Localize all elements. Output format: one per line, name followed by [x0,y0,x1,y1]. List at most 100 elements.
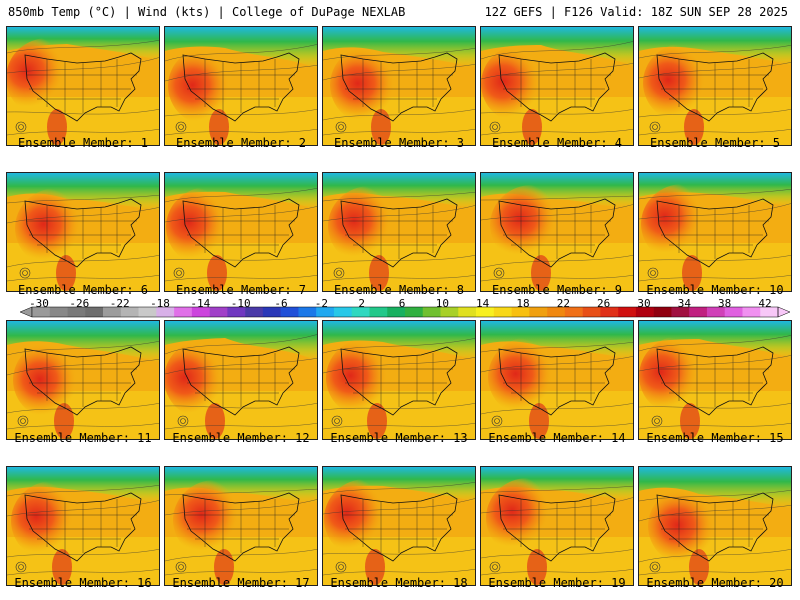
state-borders [185,59,295,115]
colorbar-tick-label: 26 [597,297,611,310]
heat-dome [11,481,95,561]
colorbar-swatch [653,307,672,317]
colorbar-swatch [440,307,459,317]
northern-cool-band [481,173,633,208]
ensemble-member-label: Ensemble Member: 16 [14,576,152,590]
state-borders [659,353,769,409]
heat-dome [328,186,412,266]
coastline [340,346,458,416]
colorbar-swatch [387,307,406,317]
colorbar-swatch [742,307,761,317]
state-borders [27,59,137,115]
ensemble-member-label: Ensemble Member: 2 [175,136,307,150]
colorbar-swatch [67,307,86,317]
heat-dome [7,38,90,118]
ensemble-map-19 [480,466,634,586]
heat-dome [165,339,248,419]
ensemble-map-6 [6,172,160,292]
heat-dome [13,340,97,420]
state-borders [659,499,769,555]
heat-dome [326,338,410,418]
ensemble-map-4 [480,26,634,146]
coastline [182,198,300,268]
colorbar-swatch [32,307,51,317]
state-borders [343,499,453,555]
colorbar-tick-label: -30 [29,297,49,310]
state-borders [27,499,137,555]
contours [639,188,791,282]
colorbar-tick-label: -10 [230,297,251,310]
ensemble-member-label: Ensemble Member: 7 [175,283,307,297]
heat-dome [168,46,252,126]
colorbar-swatch [316,307,335,317]
colorbar-tick-label: -22 [109,297,130,310]
ensemble-map-13 [322,320,476,440]
state-borders [659,59,769,115]
contours [165,488,317,576]
coastline [656,346,774,416]
colorbar-swatch [369,307,388,317]
ensemble-map-17 [164,466,318,586]
northern-cool-band [639,321,791,359]
contours [323,482,475,576]
northern-cool-band [481,27,633,67]
coastline [182,346,300,416]
northern-cool-band [165,467,317,503]
state-borders [185,353,295,409]
coastline [498,52,616,122]
ensemble-map-9 [480,172,634,292]
colorbar-swatch [671,307,690,317]
colorbar-tick-label: 10 [435,297,449,310]
colorbar-swatch [174,307,193,317]
colorbar-swatch [280,307,299,317]
heat-dome [166,187,250,267]
ensemble-map-1 [6,26,160,146]
state-borders [501,353,611,409]
state-borders [343,353,453,409]
contours [323,338,475,430]
heat-dome [641,184,725,264]
ensemble-map-5 [638,26,792,146]
colorbar-swatch [476,307,495,317]
ensemble-member-label: Ensemble Member: 15 [646,431,784,445]
colorbar-swatch [706,307,726,317]
contours [639,490,791,576]
northern-cool-band [7,173,159,211]
coastline [24,52,142,122]
coastline [24,346,142,416]
colorbar-swatch [262,307,281,317]
colorbar-swatch [209,307,228,317]
northern-cool-band [323,27,475,68]
colorbar-swatch [600,307,619,317]
heat-dome [481,44,565,124]
state-borders [501,205,611,261]
coastline [340,52,458,122]
ensemble-map-7 [164,172,318,292]
colorbar-tick-label: 42 [758,297,772,310]
colorbar-swatch [138,307,157,317]
colorbar-swatch [458,307,477,317]
coastline [656,492,774,562]
colorbar-swatch [49,307,68,317]
colorbar-swatch [85,307,104,317]
ensemble-member-label: Ensemble Member: 3 [333,136,465,150]
ensemble-map-12 [164,320,318,440]
colorbar-swatch [582,307,601,317]
ensemble-member-label: Ensemble Member: 10 [646,283,784,297]
colorbar-tick-label: 2 [358,297,365,310]
state-borders [343,205,453,261]
ensemble-member-label: Ensemble Member: 19 [488,576,626,590]
colorbar-swatch [760,307,779,317]
colorbar-swatch [245,307,264,317]
coastline [340,198,458,268]
colorbar-tick-label: 30 [637,297,651,310]
colorbar-swatch [405,307,424,317]
contours [323,191,475,282]
contours [7,341,159,430]
ensemble-member-label: Ensemble Member: 18 [330,576,468,590]
ensemble-member-label: Ensemble Member: 4 [491,136,623,150]
colorbar-swatch [351,307,370,317]
colorbar-tick-label: 18 [516,297,530,310]
colorbar-swatch [227,307,246,317]
coastline [182,492,300,562]
